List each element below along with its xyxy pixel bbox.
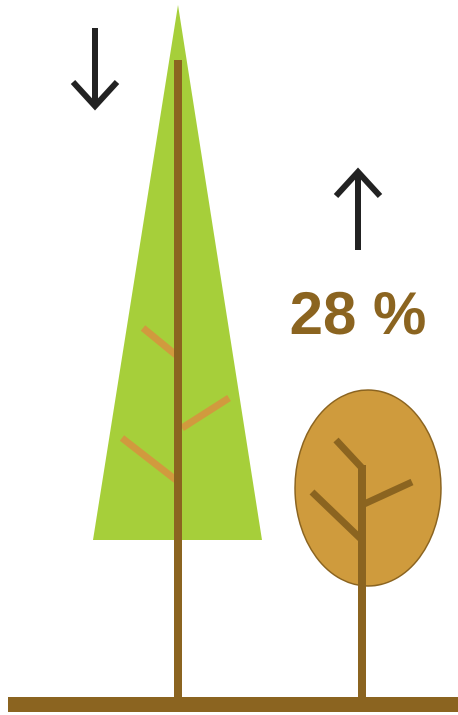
down-arrow	[70, 28, 120, 111]
small-tree-branches	[309, 437, 414, 543]
tall-tree-trunk	[174, 60, 182, 702]
branch	[140, 325, 179, 358]
small-tree-trunk	[358, 465, 366, 702]
branch	[119, 435, 179, 483]
up-arrow	[333, 167, 383, 250]
tall-tree-branches	[119, 325, 231, 483]
arrow-head	[70, 79, 120, 111]
branch	[333, 437, 365, 471]
percentage-label: 28 %	[290, 280, 427, 347]
branch	[309, 489, 365, 543]
branch	[360, 478, 414, 509]
ground	[8, 697, 458, 712]
arrow-head	[333, 167, 383, 199]
small-tree-crown	[294, 389, 442, 587]
branch	[180, 395, 231, 431]
